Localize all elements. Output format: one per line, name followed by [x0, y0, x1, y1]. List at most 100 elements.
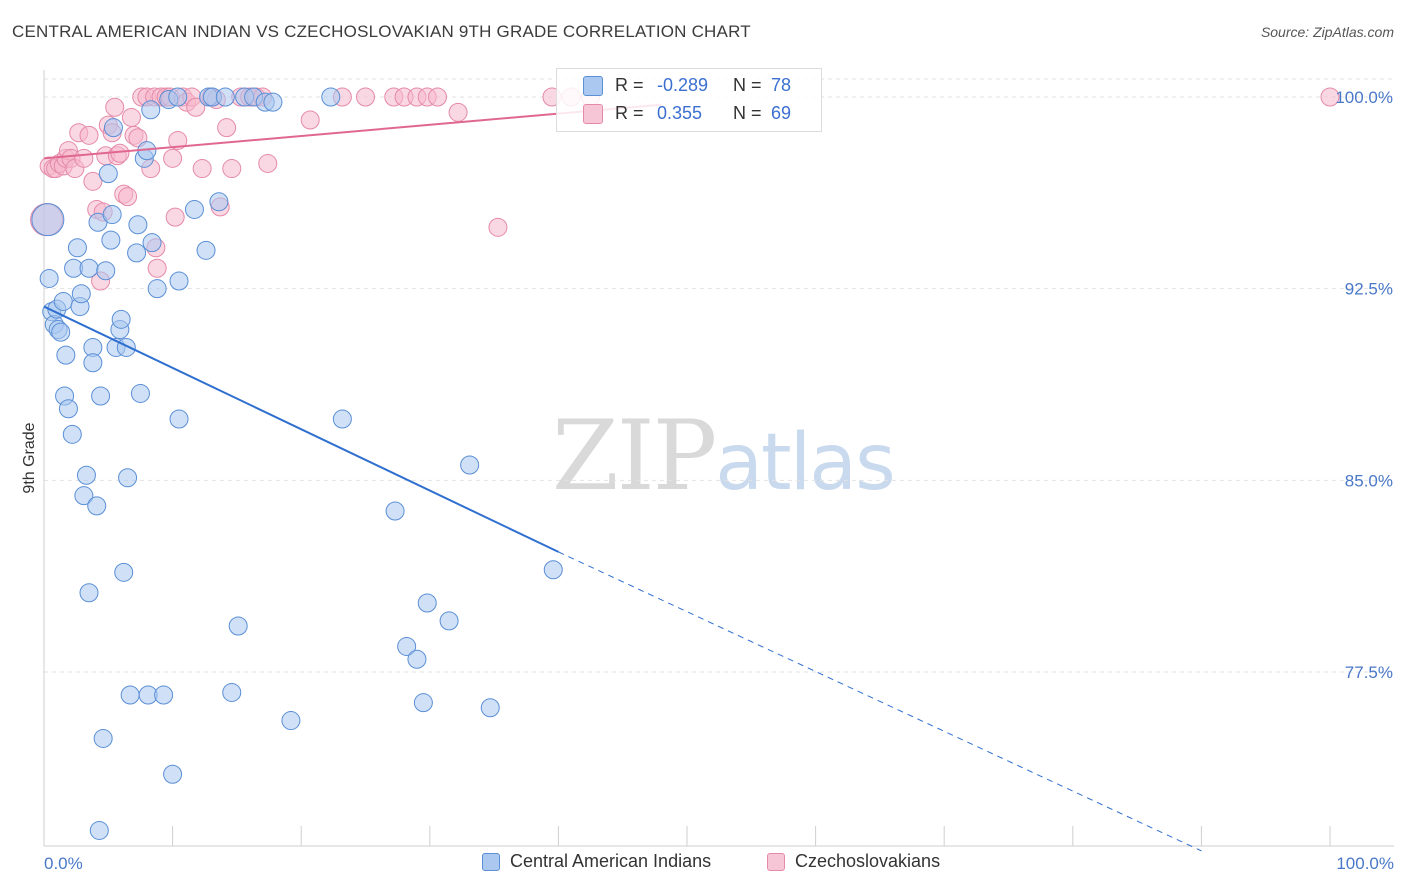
czechoslovakians-point: [192, 159, 212, 179]
czechoslovakians-point: [121, 107, 141, 127]
central-american-indians-point: [147, 279, 167, 299]
x-tick-label-max: 100.0%: [1336, 854, 1394, 873]
czechoslovakians-point: [79, 125, 99, 145]
central-american-indians-point: [39, 268, 59, 288]
correlation-stats-box: R = -0.289 N = 78 R = 0.355 N = 69: [556, 68, 822, 132]
legend-item-central-american-indians[interactable]: Central American Indians: [482, 851, 711, 872]
stat-row-pink: R = 0.355 N = 69: [557, 101, 821, 127]
legend-item-czechoslovakians[interactable]: Czechoslovakians: [767, 851, 940, 872]
central-american-indians-point: [58, 399, 78, 419]
watermark: ZIPatlas: [552, 400, 896, 512]
y-tick-labels: 77.5% 85.0% 92.5% 100.0%: [1335, 88, 1393, 682]
czechoslovakians-point: [428, 87, 448, 107]
central-american-indians-point: [120, 685, 140, 705]
legend-label-pink: Czechoslovakians: [795, 851, 941, 871]
blue-r-label: R =: [615, 75, 644, 95]
central-american-indians-point: [196, 240, 216, 260]
pink-r-value: 0.355: [657, 103, 703, 123]
central-american-indians-point: [103, 118, 123, 138]
central-american-indians-point: [62, 424, 82, 444]
blue-n-label: N =: [733, 75, 762, 95]
central-american-indians-point: [480, 698, 500, 718]
pink-n-value: 69: [771, 103, 792, 123]
czechoslovakians-point: [118, 187, 138, 207]
blue-swatch: [583, 76, 603, 96]
czechoslovakians-point: [300, 110, 320, 130]
blue-r-value: -0.289: [657, 75, 709, 95]
blue-trend-extension: [558, 551, 1202, 852]
central-american-indians-point: [127, 243, 147, 263]
central-american-indians-point: [76, 465, 96, 485]
central-american-indians-point: [130, 383, 150, 403]
central-american-indians-point: [397, 636, 417, 656]
blue-trend-line: [43, 305, 559, 553]
axes: [43, 70, 1394, 847]
czechoslovakians-point: [74, 148, 94, 168]
central-american-indians-point: [74, 486, 94, 506]
central-american-indians-point: [118, 468, 138, 488]
czechoslovakians-point: [163, 148, 183, 168]
source-note: Source: ZipAtlas.com: [1260, 24, 1394, 40]
central-american-indians-point: [169, 409, 189, 429]
central-american-indians-point: [413, 693, 433, 713]
pink-swatch: [583, 104, 603, 124]
central-american-indians-point: [460, 455, 480, 475]
central-american-indians-point: [163, 764, 183, 784]
central-american-indians-point: [141, 100, 161, 120]
central-american-indians-point: [98, 164, 118, 184]
central-american-indians-point: [321, 87, 341, 107]
czechoslovakians-point: [147, 258, 167, 278]
czechoslovakians-point: [165, 207, 185, 227]
central-american-indians-point: [101, 230, 121, 250]
y-axis-title: 9th Grade: [21, 422, 38, 493]
central-american-indians-point: [91, 386, 111, 406]
central-american-indians-point: [79, 258, 99, 278]
chart-legend: Central American Indians Czechoslovakian…: [0, 851, 1406, 879]
czechoslovakians-point: [217, 118, 237, 138]
pink-r-label: R =: [615, 103, 644, 123]
central-american-indians-point: [114, 562, 134, 582]
central-american-indians-point: [142, 233, 162, 253]
trend-lines: [43, 103, 1202, 852]
czechoslovakians-point: [105, 97, 125, 117]
central-american-indians-point: [228, 616, 248, 636]
central-american-indians-point: [67, 238, 87, 258]
central-american-indians-point: [184, 199, 204, 219]
y-tick-label: 100.0%: [1335, 88, 1393, 107]
pink-n-label: N =: [733, 103, 762, 123]
central-american-indians-point: [111, 309, 131, 329]
czechoslovakians-point: [258, 153, 278, 173]
stat-row-blue: R = -0.289 N = 78: [557, 73, 821, 99]
central-american-indians-point: [89, 820, 109, 840]
central-american-indians-point: [439, 611, 459, 631]
chart-title: CENTRAL AMERICAN INDIAN VS CZECHOSLOVAKI…: [12, 22, 751, 41]
legend-swatch-blue: [482, 852, 500, 871]
czechoslovakians-point: [488, 217, 508, 237]
x-axis-ticks: [172, 826, 1331, 846]
central-american-indians-point: [51, 322, 71, 342]
blue-n-value: 78: [771, 75, 792, 95]
central-american-indians-point: [71, 284, 91, 304]
legend-swatch-pink: [767, 852, 785, 871]
central-american-indians-point: [215, 87, 235, 107]
czechoslovakians-point: [448, 102, 468, 122]
central-american-indians-point: [56, 345, 76, 365]
central-american-indians-point: [168, 87, 188, 107]
czechoslovakians-point: [356, 87, 375, 107]
central-american-indians-point: [96, 261, 116, 281]
watermark-atlas: atlas: [715, 418, 895, 508]
czechoslovakians-point: [83, 171, 103, 191]
central-american-indians-point: [53, 291, 73, 311]
watermark-zip: ZIP: [552, 400, 717, 512]
central-american-indians-point: [263, 92, 283, 112]
central-american-indians-point: [543, 560, 563, 580]
y-tick-label: 92.5%: [1345, 280, 1393, 299]
czechoslovakians-point: [168, 130, 188, 150]
central-american-indians-point: [79, 583, 99, 603]
central-american-indians-points: [31, 87, 563, 840]
x-tick-label-min: 0.0%: [44, 854, 83, 873]
central-american-indians-point: [209, 192, 229, 212]
central-american-indians-point: [332, 409, 352, 429]
central-american-indians-point: [87, 496, 107, 516]
